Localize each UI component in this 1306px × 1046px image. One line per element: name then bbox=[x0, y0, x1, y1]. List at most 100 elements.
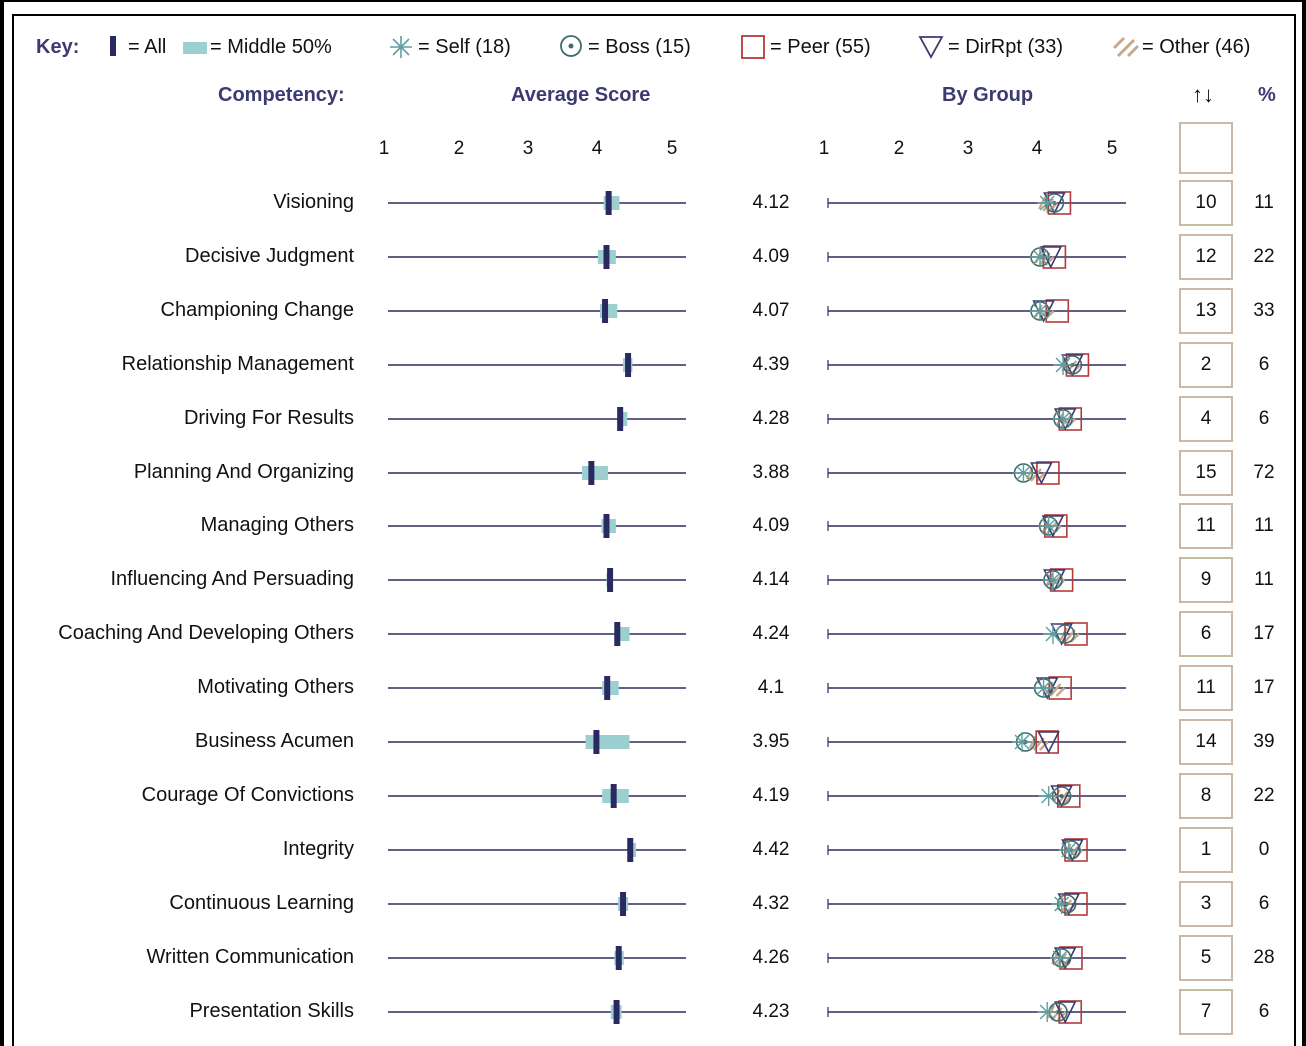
all-marker-icon bbox=[110, 36, 116, 56]
rank-value: 4 bbox=[1179, 396, 1233, 442]
all-average-marker bbox=[603, 514, 610, 538]
legend-middle-label: = Middle 50% bbox=[210, 35, 332, 58]
self-marker bbox=[1032, 249, 1048, 265]
legend-other-label: = Other (46) bbox=[1142, 35, 1251, 58]
rank-value: 15 bbox=[1179, 450, 1233, 496]
self-marker bbox=[1041, 788, 1057, 804]
all-average-marker bbox=[627, 838, 634, 862]
rank-value: 2 bbox=[1179, 342, 1233, 388]
all-average-marker bbox=[593, 730, 600, 754]
percent-value: 6 bbox=[1258, 893, 1270, 914]
peer-square-icon bbox=[741, 35, 765, 59]
boss-marker-dot bbox=[1056, 1010, 1060, 1014]
avg-tick-label: 4 bbox=[591, 138, 603, 159]
legend-title: Key: bbox=[36, 35, 80, 58]
competency-label: Championing Change bbox=[160, 299, 354, 321]
self-asterisk-icon bbox=[390, 36, 412, 58]
rank-value: 1 bbox=[1179, 827, 1233, 873]
average-score-value: 4.39 bbox=[752, 354, 790, 375]
dirrpt-marker bbox=[1053, 1001, 1077, 1024]
average-score-value: 3.88 bbox=[752, 462, 790, 483]
all-average-marker bbox=[613, 1000, 620, 1024]
boss-circle-icon bbox=[560, 35, 582, 57]
percent-value: 6 bbox=[1258, 354, 1270, 375]
average-score-value: 4.14 bbox=[752, 569, 790, 590]
legend-peer: = Peer (55) bbox=[740, 32, 871, 62]
all-average-marker bbox=[610, 784, 617, 808]
legend-all: = All bbox=[104, 32, 166, 62]
self-marker bbox=[1041, 518, 1057, 534]
average-score-header: Average Score bbox=[511, 84, 651, 106]
competency-header: Competency: bbox=[218, 84, 345, 106]
rank-value: 7 bbox=[1179, 989, 1233, 1035]
self-marker bbox=[1039, 1004, 1055, 1020]
average-score-value: 4.07 bbox=[752, 300, 790, 321]
rank-value: 14 bbox=[1179, 719, 1233, 765]
rank-value: 9 bbox=[1179, 557, 1233, 603]
legend-boss-label: = Boss (15) bbox=[588, 35, 691, 58]
average-score-value: 4.09 bbox=[752, 246, 790, 267]
self-marker bbox=[1014, 734, 1030, 750]
all-average-marker bbox=[604, 676, 611, 700]
all-average-marker bbox=[588, 461, 595, 485]
percent-value: 11 bbox=[1254, 569, 1274, 590]
self-marker bbox=[1039, 195, 1055, 211]
average-score-value: 4.26 bbox=[752, 947, 790, 968]
average-score-value: 4.19 bbox=[752, 785, 790, 806]
percent-value: 0 bbox=[1258, 839, 1270, 860]
self-marker bbox=[1032, 303, 1048, 319]
rank-value: 12 bbox=[1179, 234, 1233, 280]
competency-label: Courage Of Convictions bbox=[141, 784, 354, 806]
average-score-value: 4.23 bbox=[752, 1001, 790, 1022]
dirrpt-marker bbox=[1030, 462, 1053, 485]
all-average-marker bbox=[625, 353, 632, 377]
competency-label: Continuous Learning bbox=[169, 892, 354, 914]
average-score-value: 4.12 bbox=[752, 192, 790, 213]
group-tick-label: 3 bbox=[962, 138, 974, 159]
rank-value: 3 bbox=[1179, 881, 1233, 927]
self-marker bbox=[1052, 950, 1068, 966]
rank-value: 11 bbox=[1179, 665, 1233, 711]
percent-value: 39 bbox=[1253, 731, 1275, 752]
competency-label: Managing Others bbox=[200, 514, 354, 536]
competency-label: Driving For Results bbox=[183, 407, 354, 429]
percent-value: 17 bbox=[1253, 677, 1275, 698]
rank-value: 10 bbox=[1179, 180, 1233, 226]
group-tick-label: 5 bbox=[1106, 138, 1118, 159]
other-marker bbox=[1049, 683, 1062, 697]
average-score-value: 4.32 bbox=[752, 893, 790, 914]
competency-label: Visioning bbox=[273, 191, 354, 213]
self-marker bbox=[1045, 572, 1061, 588]
dirrpt-marker bbox=[1037, 731, 1060, 754]
competency-label: Planning And Organizing bbox=[133, 461, 354, 483]
self-marker bbox=[1061, 842, 1077, 858]
competency-label: Coaching And Developing Others bbox=[58, 622, 354, 644]
percent-value: 22 bbox=[1253, 785, 1275, 806]
percent-value: 11 bbox=[1254, 192, 1274, 213]
rank-value: 13 bbox=[1179, 288, 1233, 334]
average-score-value: 4.28 bbox=[752, 408, 790, 429]
middle-band-icon bbox=[183, 42, 207, 54]
competency-label: Integrity bbox=[282, 838, 354, 860]
self-marker bbox=[1015, 465, 1031, 481]
average-score-value: 4.42 bbox=[752, 839, 790, 860]
competency-label: Relationship Management bbox=[121, 353, 354, 375]
sort-arrows-icon[interactable]: ↑↓ bbox=[1192, 82, 1214, 107]
percent-value: 6 bbox=[1258, 1001, 1270, 1022]
average-score-value: 4.1 bbox=[757, 677, 785, 698]
legend-dirrpt: = DirRpt (33) bbox=[918, 32, 1063, 62]
percent-value: 33 bbox=[1253, 300, 1275, 321]
rank-value: 6 bbox=[1179, 611, 1233, 657]
competency-label: Presentation Skills bbox=[189, 1000, 354, 1022]
all-average-marker bbox=[620, 892, 627, 916]
percent-value: 72 bbox=[1253, 462, 1275, 483]
report-panel bbox=[12, 14, 1296, 1046]
legend-self-label: = Self (18) bbox=[418, 35, 511, 58]
other-marker bbox=[1065, 360, 1078, 374]
percent-value: 22 bbox=[1253, 246, 1275, 267]
average-score-value: 4.24 bbox=[752, 623, 790, 644]
middle-50-band bbox=[585, 735, 630, 749]
other-marker bbox=[1028, 735, 1037, 749]
other-marker bbox=[1038, 741, 1049, 751]
